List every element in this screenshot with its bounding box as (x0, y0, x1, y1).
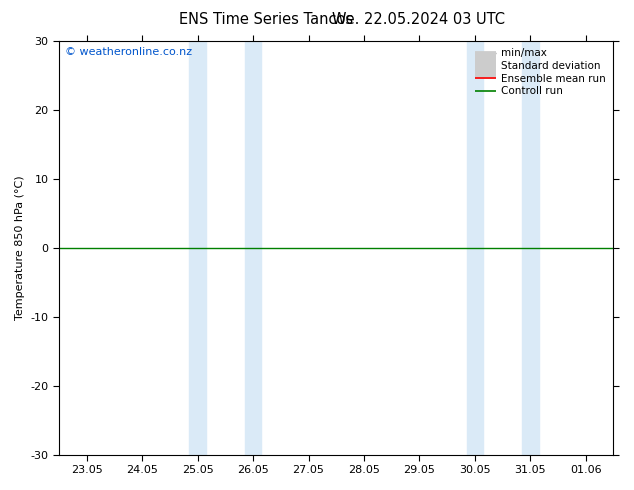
Bar (522, 41, 539, 455)
Bar (190, 41, 206, 455)
Bar (467, 41, 483, 455)
Text: ENS Time Series Tancos: ENS Time Series Tancos (179, 12, 353, 27)
Y-axis label: Temperature 850 hPa (°C): Temperature 850 hPa (°C) (15, 175, 25, 320)
Bar (245, 41, 261, 455)
Legend: min/max, Standard deviation, Ensemble mean run, Controll run: min/max, Standard deviation, Ensemble me… (473, 47, 608, 98)
Text: We. 22.05.2024 03 UTC: We. 22.05.2024 03 UTC (332, 12, 505, 27)
Text: © weatheronline.co.nz: © weatheronline.co.nz (65, 48, 191, 57)
